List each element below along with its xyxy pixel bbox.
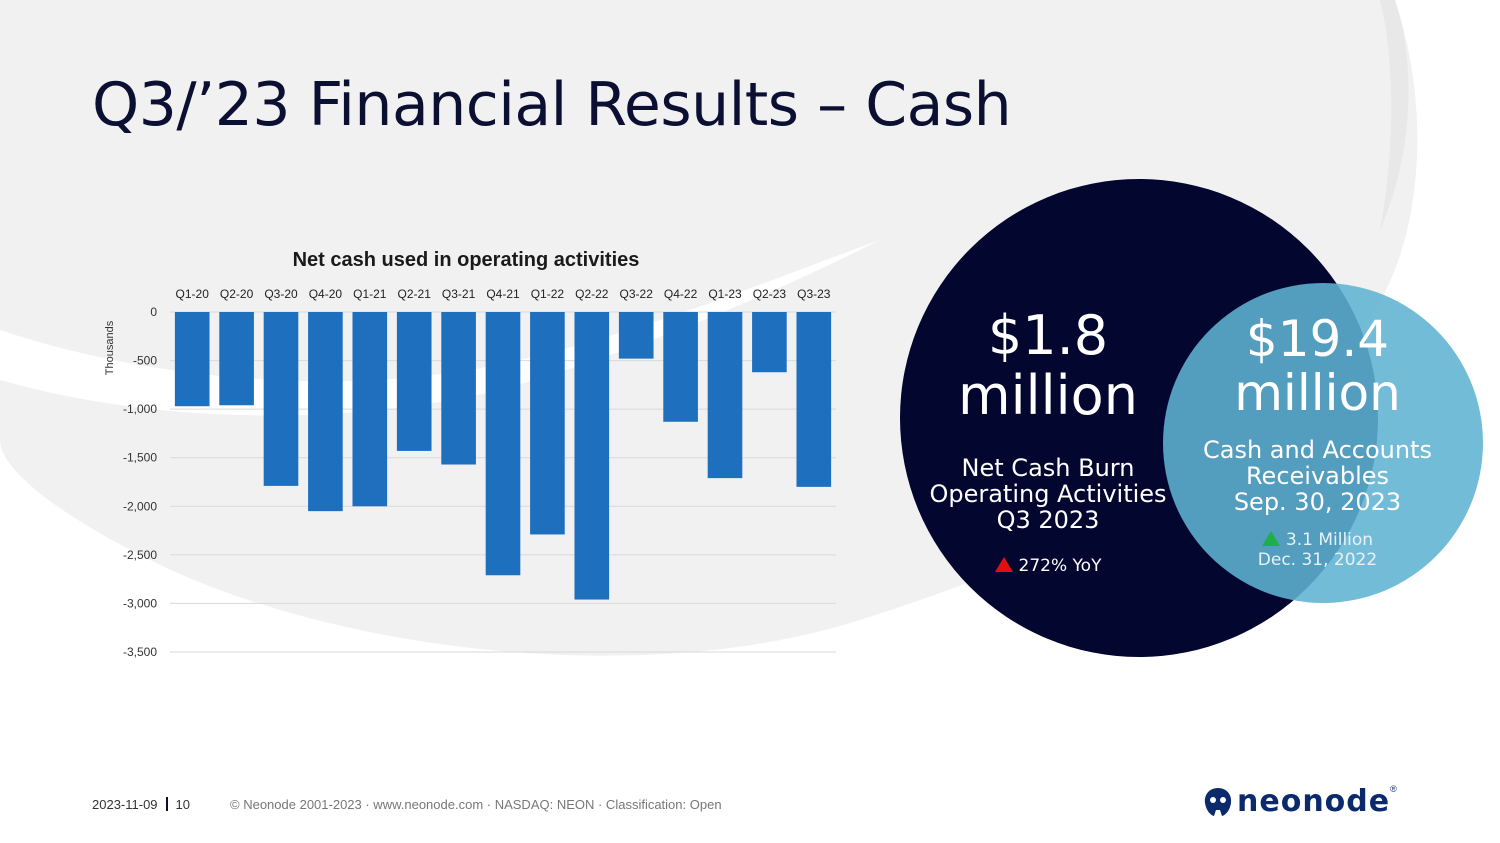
cash-receivables-circle xyxy=(1163,283,1483,603)
footer-copyright: © Neonode 2001-2023 · www.neonode.com · … xyxy=(230,797,722,812)
footer-date: 2023-11-09 xyxy=(92,797,158,812)
cash-burn-value-line2: million xyxy=(958,364,1138,427)
cash-burn-value-line1: $1.8 xyxy=(987,304,1109,367)
x-tick-label: Q3-22 xyxy=(620,287,654,301)
footer: 2023-11-09 10 © Neonode 2001-2023 · www.ne… xyxy=(92,797,722,812)
cash-receivables-caption: Cash and Accounts Receivables Sep. 30, 2… xyxy=(1175,437,1460,515)
x-tick-label: Q2-23 xyxy=(753,287,787,301)
triangle-up-icon xyxy=(994,557,1013,572)
x-tick-label: Q3-23 xyxy=(797,287,831,301)
logo-registered-mark: ® xyxy=(1390,784,1397,794)
neonode-logo-icon xyxy=(1204,787,1232,816)
cash-receivables-change-text: 3.1 Million xyxy=(1285,530,1374,550)
slide-title: Q3/’23 Financial Results – Cash xyxy=(92,70,1012,140)
cash-receivables-value-line1: $19.4 xyxy=(1245,310,1390,368)
bar xyxy=(352,312,388,507)
bar xyxy=(618,312,654,359)
chart-title: Net cash used in operating activities xyxy=(293,249,640,271)
bar xyxy=(308,312,343,512)
bar xyxy=(485,312,521,576)
bar xyxy=(263,312,299,486)
bar xyxy=(663,312,698,422)
x-tick-labels: Q1-20 Q2-20 Q3-20 Q4-20 Q1-21 Q2-21 Q3-21 Q4-21… xyxy=(176,287,831,301)
x-tick-label: Q4-20 xyxy=(309,287,343,301)
bar xyxy=(174,312,210,407)
bar xyxy=(752,312,787,373)
x-tick-label: Q1-22 xyxy=(531,287,565,301)
y-tick-label: -1,000 xyxy=(123,402,157,416)
y-tick-label: -500 xyxy=(133,354,157,368)
x-tick-label: Q4-21 xyxy=(486,287,520,301)
bar xyxy=(396,312,432,451)
cash-receivables-value: $19.4 million xyxy=(1175,312,1460,420)
cash-receivables-caption-line3: Sep. 30, 2023 xyxy=(1233,488,1402,516)
cash-receivables-caption-line1: Cash and Accounts xyxy=(1203,436,1432,464)
footer-divider xyxy=(165,797,168,811)
neonode-logo: neonode® xyxy=(1203,784,1397,819)
triangle-up-icon xyxy=(1261,531,1280,546)
cash-burn-caption: Net Cash Burn Operating Activities Q3 20… xyxy=(908,455,1188,533)
y-tick-label: -1,500 xyxy=(123,451,157,465)
x-tick-label: Q3-20 xyxy=(264,287,298,301)
bar xyxy=(219,312,254,406)
cash-burn-value: $1.8 million xyxy=(908,306,1188,426)
bar xyxy=(796,312,832,487)
cash-receivables-caption-line2: Receivables xyxy=(1245,462,1390,490)
cash-burn-change-text: 272% YoY xyxy=(1018,556,1102,576)
cash-burn-caption-line3: Q3 2023 xyxy=(996,506,1100,534)
bar xyxy=(530,312,565,535)
page-number: 10 xyxy=(175,797,191,812)
y-tick-label: -3,500 xyxy=(123,645,157,659)
bars xyxy=(174,312,832,600)
y-tick-label: -3,000 xyxy=(123,596,157,610)
y-tick-label: -2,500 xyxy=(123,548,157,562)
x-tick-label: Q2-20 xyxy=(220,287,254,301)
bar xyxy=(707,312,743,479)
x-tick-label: Q3-21 xyxy=(442,287,476,301)
x-tick-label: Q2-21 xyxy=(398,287,432,301)
y-tick-label: -2,000 xyxy=(123,499,157,513)
y-tick-labels: 0 -500 -1,000 -1,500 -2,000 -2,500 -3,000 -3,50… xyxy=(123,305,157,659)
cash-receivables-change: 3.1 Million Dec. 31, 2022 xyxy=(1175,530,1460,570)
logo-wordmark: neonode xyxy=(1237,784,1391,819)
x-tick-label: Q4-22 xyxy=(664,287,698,301)
cash-receivables-change-date: Dec. 31, 2022 xyxy=(1257,550,1378,570)
bar xyxy=(574,312,610,600)
cash-burn-change: 272% YoY xyxy=(908,556,1188,576)
x-tick-label: Q1-21 xyxy=(353,287,387,301)
bar xyxy=(441,312,476,465)
x-tick-label: Q2-22 xyxy=(575,287,609,301)
cash-burn-caption-line1: Net Cash Burn xyxy=(961,454,1135,482)
x-tick-label: Q1-20 xyxy=(176,287,210,301)
x-tick-label: Q1-23 xyxy=(708,287,742,301)
cash-burn-caption-line2: Operating Activities xyxy=(929,480,1167,508)
cash-receivables-value-line2: million xyxy=(1234,364,1401,422)
y-tick-label: 0 xyxy=(150,305,157,319)
y-axis-label: Thousands xyxy=(104,320,116,375)
